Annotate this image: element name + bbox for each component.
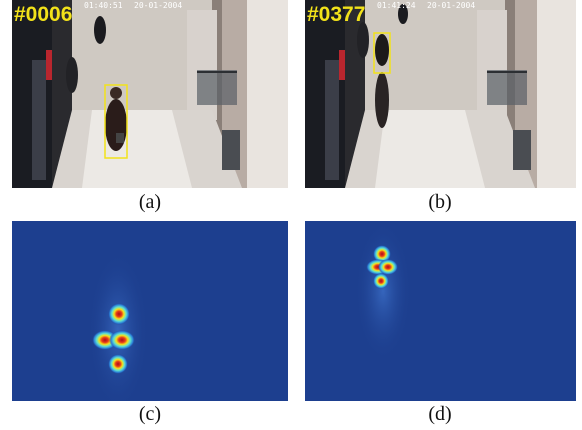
timestamp-date: 20-01-2004 (427, 1, 475, 10)
heat-peak (373, 273, 389, 289)
tracking-box (104, 84, 128, 159)
timestamp-date: 20-01-2004 (134, 1, 182, 10)
timestamp-time: 01:41:24 (377, 1, 416, 10)
frame-number: #0377 (307, 3, 365, 26)
caption-b: (b) (428, 191, 452, 213)
timestamp-time: 01:40:51 (84, 1, 123, 10)
heatmap-c (12, 221, 288, 401)
heat-peak (108, 354, 128, 374)
tracking-box (373, 32, 391, 74)
video-frame-a: #0006 01:40:51 20-01-2004 (12, 0, 288, 188)
caption-d: (d) (428, 403, 452, 425)
caption-c: (c) (138, 403, 162, 425)
heat-peak (109, 330, 135, 350)
frame-number: #0006 (14, 3, 72, 26)
caption-a: (a) (138, 191, 162, 213)
heat-peak (378, 259, 398, 275)
heatmap-d (305, 221, 576, 401)
heat-peak (373, 245, 391, 263)
video-frame-b: #0377 01:41:24 20-01-2004 (305, 0, 576, 188)
heat-peak (108, 303, 130, 325)
